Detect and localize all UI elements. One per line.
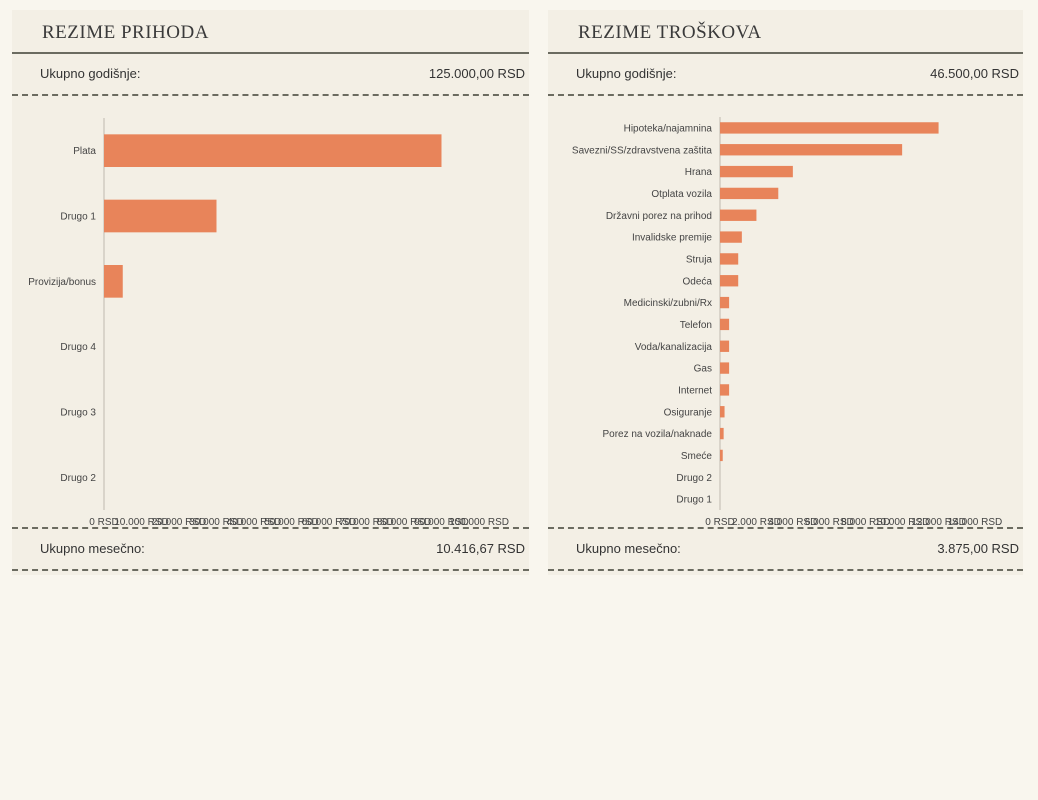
- expense-summary-panel: REZIME TROŠKOVA Ukupno godišnje: 46.500,…: [548, 10, 1023, 575]
- income-x-tick-label: 70.000 RSD: [339, 517, 393, 528]
- expense-x-tick-label: 4.000 RSD: [768, 517, 817, 528]
- expense-monthly-label: Ukupno mesečno:: [576, 541, 681, 556]
- expense-bar-chart: Hipoteka/najamnina Savezni/SS/zdravstvena…: [572, 117, 1002, 528]
- income-category-label: Provizija/bonus: [28, 277, 96, 288]
- income-x-tick-label: 40.000 RSD: [227, 517, 281, 528]
- income-category-label: Drugo 2: [60, 473, 96, 484]
- income-annual-row: Ukupno godišnje: 125.000,00 RSD: [12, 66, 529, 86]
- expense-x-tick-label: 0 RSD: [705, 517, 734, 528]
- income-bar: [104, 265, 123, 298]
- expense-bar: [720, 427, 724, 440]
- income-x-tick-label: 60.000 RSD: [302, 517, 356, 528]
- expense-monthly-row: Ukupno mesečno: 3.875,00 RSD: [548, 541, 1023, 561]
- expense-monthly-value: 3.875,00 RSD: [937, 541, 1019, 556]
- income-x-tick-label: 10.000 RSD: [114, 517, 168, 528]
- expense-category-label: Telefon: [680, 320, 712, 331]
- expense-bar: [720, 231, 742, 243]
- expense-bar: [720, 449, 723, 462]
- income-title: REZIME PRIHODA: [42, 22, 209, 43]
- income-category-label: Drugo 1: [60, 212, 96, 223]
- expense-bar: [720, 362, 730, 374]
- expense-bar: [720, 384, 730, 396]
- income-monthly-value: 10.416,67 RSD: [436, 541, 525, 556]
- expense-category-label: Odeća: [683, 276, 713, 287]
- expense-bar: [720, 296, 730, 309]
- income-bar: [104, 199, 217, 233]
- expense-category-label: Voda/kanalizacija: [635, 342, 713, 353]
- income-title-rule: [12, 52, 529, 54]
- expense-title-rule: [548, 52, 1023, 54]
- expense-bar: [720, 187, 779, 200]
- income-category-label: Drugo 4: [60, 342, 96, 353]
- expense-x-tick-label: 8.000 RSD: [841, 517, 890, 528]
- expense-divider-top: [548, 94, 1023, 96]
- income-x-tick-label: 100.000 RSD: [449, 517, 509, 528]
- expense-bar: [720, 253, 739, 265]
- income-annual-value: 125.000,00 RSD: [428, 66, 525, 81]
- expense-category-label: Hrana: [685, 167, 713, 178]
- income-x-tick-label: 50.000 RSD: [264, 517, 318, 528]
- income-x-tick-label: 20.000 RSD: [152, 517, 206, 528]
- expense-bar: [720, 144, 903, 156]
- expense-bar: [720, 122, 939, 134]
- expense-category-label: Otplata vozila: [651, 189, 712, 200]
- expense-category-label: Internet: [678, 385, 712, 396]
- income-monthly-label: Ukupno mesečno:: [40, 541, 145, 556]
- expense-category-label: Savezni/SS/zdravstvena zaštita: [572, 145, 713, 156]
- expense-x-tick-label: 14.000 RSD: [948, 517, 1002, 528]
- expense-annual-label: Ukupno godišnje:: [576, 66, 677, 81]
- expense-bar: [720, 406, 725, 418]
- expense-annual-row: Ukupno godišnje: 46.500,00 RSD: [548, 66, 1023, 86]
- income-x-tick-label: 30.000 RSD: [189, 517, 243, 528]
- expense-bar: [720, 165, 793, 178]
- expense-x-tick-label: 2.000 RSD: [732, 517, 781, 528]
- expense-bar: [720, 275, 739, 287]
- expense-divider-bottom: [548, 569, 1023, 571]
- income-monthly-row: Ukupno mesečno: 10.416,67 RSD: [12, 541, 529, 561]
- expense-category-label: Hipoteka/najamnina: [624, 123, 713, 134]
- income-divider-top: [12, 94, 529, 96]
- expense-x-tick-label: 10.000 RSD: [875, 517, 929, 528]
- expense-annual-value: 46.500,00 RSD: [930, 66, 1019, 81]
- income-x-tick-label: 80.000 RSD: [377, 517, 431, 528]
- expense-bar: [720, 318, 730, 331]
- expense-x-tick-label: 12.000 RSD: [911, 517, 965, 528]
- expense-category-label: Porez na vozila/naknade: [602, 429, 712, 440]
- expense-title: REZIME TROŠKOVA: [578, 22, 762, 43]
- income-x-tick-label: 90.000 RSD: [414, 517, 468, 528]
- expense-bar: [720, 340, 730, 352]
- income-annual-label: Ukupno godišnje:: [40, 66, 141, 81]
- expense-category-label: Osiguranje: [664, 407, 713, 418]
- income-category-label: Plata: [73, 146, 96, 157]
- expense-category-label: Struja: [686, 254, 713, 265]
- income-bar: [104, 134, 442, 167]
- expense-bar: [720, 209, 757, 221]
- expense-category-label: Medicinski/zubni/Rx: [624, 298, 712, 309]
- expense-category-label: Drugo 1: [676, 495, 712, 506]
- expense-x-tick-label: 6.000 RSD: [805, 517, 854, 528]
- income-x-tick-label: 0 RSD: [89, 517, 118, 528]
- expense-category-label: Invalidske premije: [632, 233, 712, 244]
- income-summary-panel: REZIME PRIHODA Ukupno godišnje: 125.000,…: [12, 10, 529, 575]
- expense-category-label: Smeće: [681, 451, 713, 462]
- income-divider-bottom: [12, 569, 529, 571]
- expense-category-label: Gas: [694, 364, 712, 375]
- expense-divider-mid: [548, 527, 1023, 529]
- income-category-label: Drugo 3: [60, 408, 96, 419]
- expense-category-label: Državni porez na prihod: [606, 211, 712, 222]
- expense-category-label: Drugo 2: [676, 473, 712, 484]
- income-divider-mid: [12, 527, 529, 529]
- income-bar-chart: Plata Drugo 1 Provizija/bonus Drugo 4 Drugo …: [28, 118, 509, 528]
